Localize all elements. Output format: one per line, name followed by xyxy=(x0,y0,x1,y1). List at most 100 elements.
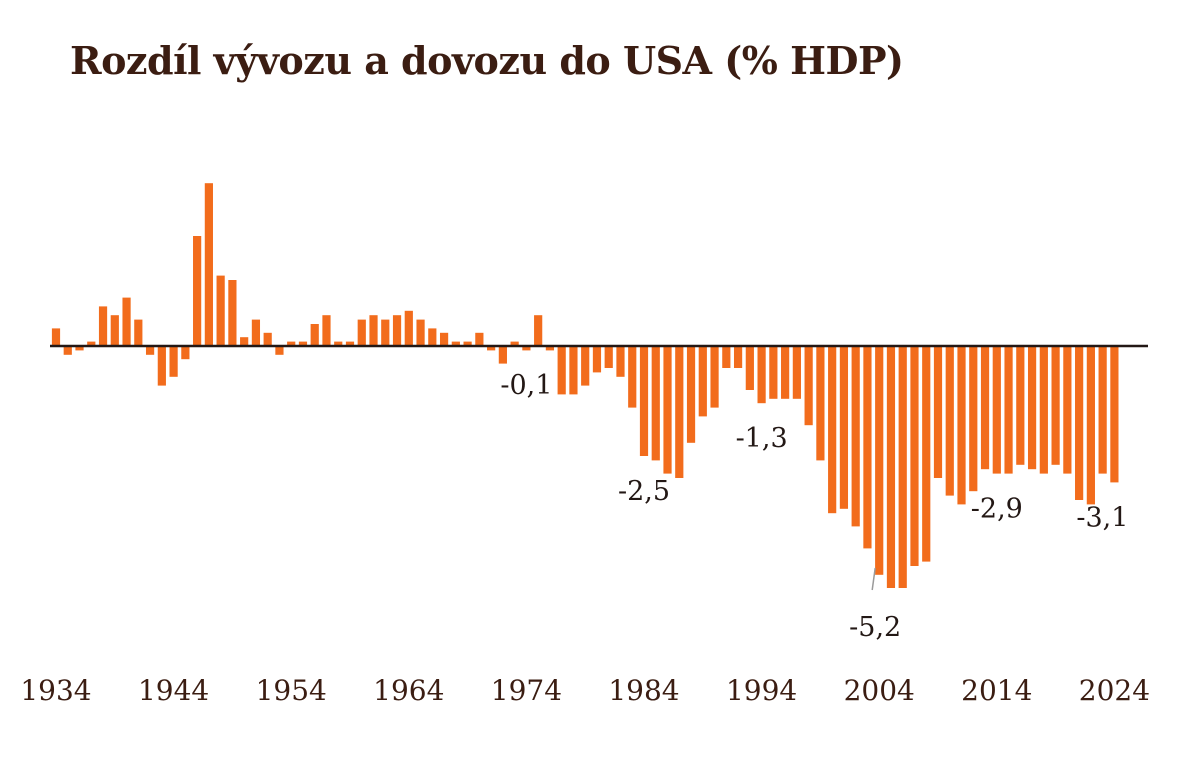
annotation-2014: -2,9 xyxy=(971,494,1023,525)
annotation-leaders xyxy=(871,567,876,591)
bar-1971 xyxy=(487,346,496,351)
x-tick-2004: 2004 xyxy=(844,674,915,707)
bar-2004 xyxy=(875,346,884,575)
annotation-1994: -1,3 xyxy=(736,423,788,454)
bar-1970 xyxy=(475,332,484,346)
bar-1987 xyxy=(675,346,684,478)
bar-1977 xyxy=(557,346,566,395)
x-tick-1964: 1964 xyxy=(373,674,444,707)
bar-1954 xyxy=(287,341,296,346)
bar-1939 xyxy=(110,315,119,346)
bar-1984 xyxy=(639,346,649,456)
bar-1962 xyxy=(381,319,390,346)
bar-1946 xyxy=(193,236,202,346)
bar-1956 xyxy=(310,324,319,346)
x-tick-2024: 2024 xyxy=(1079,674,1150,707)
bar-1988 xyxy=(686,346,696,443)
bar-1966 xyxy=(428,328,437,346)
bar-1959 xyxy=(345,341,355,346)
bar-1943 xyxy=(157,346,166,386)
annotation-2004: -5,2 xyxy=(849,612,901,643)
bar-1996 xyxy=(781,346,790,399)
bar-2019 xyxy=(1051,346,1060,465)
x-tick-1974: 1974 xyxy=(491,674,562,707)
bar-1941 xyxy=(134,319,143,346)
bar-2017 xyxy=(1027,346,1037,470)
bar-1955 xyxy=(298,341,308,346)
bar-2014 xyxy=(992,346,1001,474)
bar-1976 xyxy=(545,346,555,351)
bar-1938 xyxy=(98,306,108,346)
bar-1968 xyxy=(451,341,460,346)
bar-2023 xyxy=(1098,346,1107,474)
bar-1991 xyxy=(722,346,731,368)
annotation-2024: -3,1 xyxy=(1076,502,1128,533)
bar-1986 xyxy=(663,346,672,474)
bar-1992 xyxy=(733,346,743,368)
bar-1967 xyxy=(439,332,449,346)
bar-1964 xyxy=(404,310,413,346)
bar-1995 xyxy=(769,346,778,399)
bar-2010 xyxy=(945,346,954,496)
bar-1951 xyxy=(251,319,261,346)
annotation-1974: -0,1 xyxy=(500,370,552,401)
bar-1989 xyxy=(698,346,707,417)
x-tick-1934: 1934 xyxy=(20,674,91,707)
bar-1937 xyxy=(87,341,96,346)
bar-1982 xyxy=(616,346,625,377)
x-tick-1994: 1994 xyxy=(726,674,797,707)
bar-1961 xyxy=(369,315,378,346)
x-tick-1984: 1984 xyxy=(608,674,679,707)
bar-2011 xyxy=(957,346,966,505)
bar-1972 xyxy=(498,346,507,364)
bar-1952 xyxy=(263,332,272,346)
bar-2003 xyxy=(863,346,872,549)
bar-2009 xyxy=(933,346,943,478)
annotation-1984: -2,5 xyxy=(618,476,670,507)
bar-1935 xyxy=(63,346,72,355)
bar-1945 xyxy=(181,346,190,360)
bar-2021 xyxy=(1075,346,1084,500)
bar-1960 xyxy=(357,319,366,346)
bar-1994 xyxy=(757,346,766,404)
bar-1981 xyxy=(604,346,613,368)
bar-1942 xyxy=(145,346,155,355)
bar-2000 xyxy=(828,346,837,514)
bar-2005 xyxy=(886,346,896,588)
bar-2013 xyxy=(980,346,990,470)
bar-1936 xyxy=(75,346,84,351)
bar-1963 xyxy=(392,315,402,346)
bar-1997 xyxy=(792,346,801,399)
bar-2007 xyxy=(910,346,919,566)
chart-title: Rozdíl vývozu a dovozu do USA (% HDP) xyxy=(70,38,904,83)
bar-1998 xyxy=(804,346,813,426)
bar-1979 xyxy=(581,346,590,386)
bar-2002 xyxy=(851,346,860,527)
bar-1949 xyxy=(228,280,237,346)
bars-group xyxy=(51,183,1119,588)
bar-1973 xyxy=(510,341,519,346)
x-tick-2014: 2014 xyxy=(961,674,1032,707)
bar-1999 xyxy=(816,346,825,461)
bar-1965 xyxy=(416,319,425,346)
bar-2018 xyxy=(1039,346,1048,474)
bar-2006 xyxy=(898,346,907,588)
bar-1958 xyxy=(334,341,343,346)
bar-2012 xyxy=(969,346,978,492)
bar-1944 xyxy=(169,346,178,377)
bar-1974 xyxy=(522,346,531,351)
bar-1969 xyxy=(463,341,472,346)
x-tick-1954: 1954 xyxy=(256,674,327,707)
bar-1950 xyxy=(240,337,249,346)
bar-1993 xyxy=(745,346,754,390)
bar-1980 xyxy=(592,346,602,373)
annotation-labels: -0,1 -2,5 -1,3 -5,2 -2,9 -3,1 xyxy=(500,370,1128,643)
leader-line-2004 xyxy=(871,567,876,591)
x-axis-ticks: 1934 1944 1954 1964 1974 1984 1994 2004 2014 2024 xyxy=(20,674,1150,707)
bar-1975 xyxy=(534,315,543,346)
bar-1985 xyxy=(651,346,660,461)
bar-2008 xyxy=(922,346,931,562)
bar-2016 xyxy=(1016,346,1025,465)
bar-2024 xyxy=(1110,346,1119,483)
